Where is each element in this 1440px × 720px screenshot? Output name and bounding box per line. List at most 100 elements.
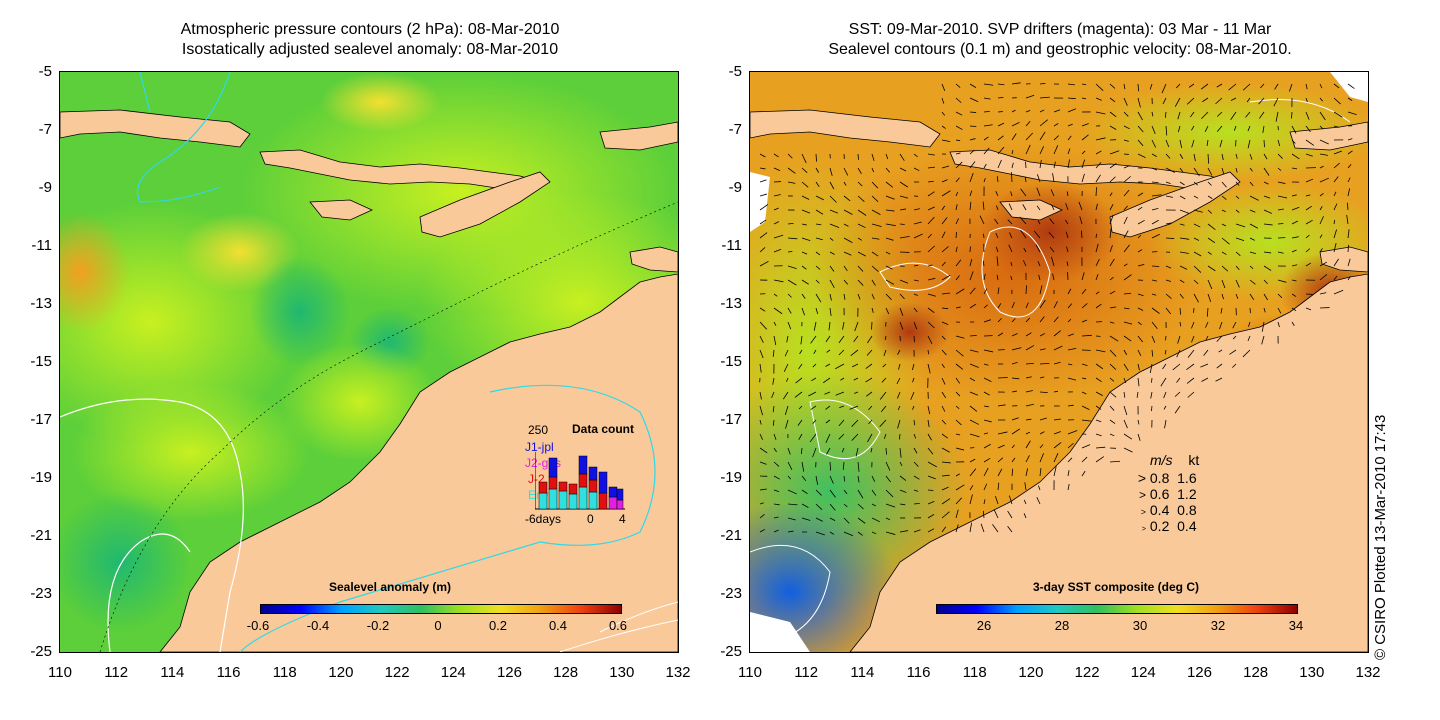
- velocity-arrow: [1025, 455, 1030, 463]
- velocity-arrow: [773, 475, 780, 480]
- velocity-arrow: [941, 526, 947, 533]
- velocity-arrow: [910, 391, 915, 400]
- velocity-arrow: [1291, 321, 1295, 326]
- velocity-arrow: [1246, 97, 1251, 103]
- velocity-arrow: [983, 178, 986, 183]
- sst-colorbar: [936, 604, 1298, 614]
- velocity-arrow: [913, 279, 919, 282]
- longitude-tick-label: 128: [1243, 664, 1269, 681]
- velocity-arrow: [955, 335, 965, 339]
- velocity-arrow: [897, 349, 901, 355]
- velocity-arrow: [1081, 303, 1088, 309]
- velocity-arrow: [1333, 229, 1337, 239]
- velocity-arrow: [1011, 133, 1017, 141]
- velocity-arrow: [1235, 181, 1240, 186]
- velocity-arrow: [982, 510, 985, 519]
- velocity-arrow: [843, 279, 849, 285]
- velocity-arrow: [1109, 97, 1116, 103]
- velocity-arrow: [1025, 440, 1031, 449]
- velocity-arrow: [1305, 139, 1315, 146]
- velocity-arrow: [1174, 391, 1181, 397]
- velocity-arrow: [1277, 181, 1286, 184]
- velocity-legend-row: > 0.2 0.4: [1122, 518, 1197, 534]
- velocity-arrow: [1025, 418, 1032, 421]
- arrow-0-8-icon: >: [1137, 470, 1146, 486]
- velocity-arrow: [857, 251, 866, 257]
- velocity-arrow: [1165, 279, 1172, 282]
- velocity-arrow: [1177, 125, 1181, 133]
- velocity-arrow: [1150, 391, 1153, 399]
- velocity-arrow: [815, 475, 819, 485]
- velocity-arrow: [997, 431, 1008, 435]
- velocity-arrow: [899, 461, 903, 467]
- velocity-arrow: [759, 247, 766, 253]
- velocity-arrow: [1333, 258, 1339, 267]
- velocity-arrow: [1137, 307, 1144, 311]
- velocity-arrow: [1235, 293, 1239, 299]
- velocity-arrow: [855, 447, 859, 457]
- velocity-arrow: [1095, 456, 1105, 463]
- data-count-title: Data count: [572, 422, 635, 436]
- velocity-arrow: [927, 475, 936, 480]
- velocity-arrow: [1249, 181, 1254, 187]
- velocity-arrow: [787, 279, 797, 286]
- velocity-arrow: [1319, 125, 1324, 130]
- velocity-arrow: [1067, 430, 1078, 435]
- velocity-arrow: [1191, 125, 1195, 131]
- velocity-arrow: [1010, 262, 1013, 267]
- velocity-arrow: [773, 461, 780, 467]
- velocity-arrow: [853, 335, 859, 342]
- velocity-arrow: [1052, 273, 1055, 281]
- velocity-arrow: [1025, 302, 1029, 309]
- velocity-arrow: [880, 405, 887, 413]
- velocity-arrow: [1207, 293, 1212, 303]
- velocity-arrow: [899, 489, 907, 493]
- velocity-arrow: [1011, 444, 1015, 449]
- velocity-arrow: [1053, 123, 1059, 127]
- velocity-arrow: [857, 223, 866, 229]
- velocity-arrow: [1174, 405, 1181, 414]
- velocity-arrow: [1109, 192, 1113, 197]
- velocity-arrow: [759, 153, 766, 158]
- longitude-tick-label: 122: [384, 664, 410, 681]
- velocity-arrow: [1193, 265, 1202, 273]
- velocity-arrow: [1109, 321, 1115, 324]
- velocity-arrow: [1305, 205, 1313, 211]
- velocity-arrow: [941, 231, 946, 239]
- sst-colorbar-label: 26: [976, 618, 992, 633]
- velocity-arrow: [773, 335, 777, 346]
- velocity-arrow: [927, 277, 936, 281]
- velocity-arrow: [1163, 391, 1167, 399]
- velocity-arrow: [1191, 321, 1195, 329]
- velocity-arrow: [941, 111, 946, 116]
- velocity-arrow: [1053, 418, 1061, 421]
- velocity-arrow: [1319, 193, 1324, 197]
- velocity-arrow: [969, 83, 977, 88]
- velocity-arrow: [1204, 125, 1209, 133]
- velocity-arrow: [983, 419, 992, 423]
- velocity-arrow: [897, 405, 901, 411]
- velocity-arrow: [993, 509, 999, 519]
- velocity-arrow: [941, 363, 945, 369]
- velocity-arrow: [955, 433, 961, 436]
- velocity-arrow: [1164, 349, 1167, 355]
- velocity-arrow: [815, 195, 825, 201]
- latitude-tick-label: -21: [30, 527, 52, 544]
- velocity-arrow: [1193, 181, 1199, 186]
- velocity-arrow: [1095, 97, 1102, 101]
- velocity-arrow: [815, 293, 822, 303]
- velocity-arrow: [1333, 162, 1340, 169]
- velocity-arrow: [870, 447, 873, 453]
- velocity-arrow: [1067, 123, 1073, 127]
- longitude-tick-label: 120: [1018, 664, 1044, 681]
- velocity-arrow: [787, 167, 796, 174]
- velocity-arrow: [1011, 150, 1014, 155]
- velocity-arrow: [815, 531, 825, 536]
- velocity-arrow: [857, 237, 863, 241]
- velocity-arrow: [759, 167, 766, 170]
- velocity-arrow: [839, 405, 845, 408]
- velocity-arrow: [1289, 83, 1293, 92]
- velocity-arrow: [800, 447, 803, 455]
- velocity-arrow: [1207, 237, 1216, 244]
- velocity-arrow: [1151, 207, 1159, 211]
